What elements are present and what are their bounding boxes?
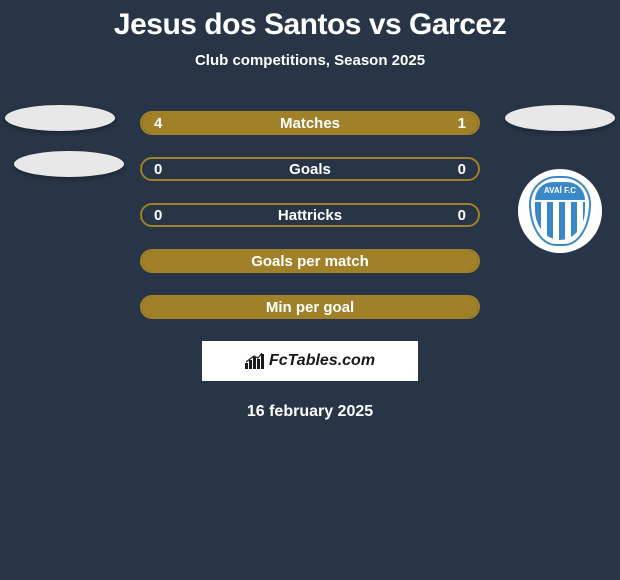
stat-label: Goals xyxy=(142,161,478,178)
stat-bar: 00Hattricks xyxy=(140,203,480,227)
stat-label: Matches xyxy=(142,115,478,132)
stat-row: Goals per match xyxy=(0,249,620,273)
stat-label: Goals per match xyxy=(142,253,478,270)
stat-row: 00Goals xyxy=(0,157,620,181)
stat-bar: Min per goal xyxy=(140,295,480,319)
stat-label: Hattricks xyxy=(142,207,478,224)
watermark: FcTables.com xyxy=(202,341,418,381)
stat-row: Min per goal xyxy=(0,295,620,319)
subtitle: Club competitions, Season 2025 xyxy=(0,52,620,69)
comparison-bars: AVAÍ F.C 41Matches 00Goals 00Hattricks Goal… xyxy=(0,111,620,319)
stat-bar: 41Matches xyxy=(140,111,480,135)
stat-row: 00Hattricks xyxy=(0,203,620,227)
page-title: Jesus dos Santos vs Garcez xyxy=(0,0,620,42)
stat-bar: 00Goals xyxy=(140,157,480,181)
stat-bar: Goals per match xyxy=(140,249,480,273)
stat-label: Min per goal xyxy=(142,299,478,316)
watermark-text: FcTables.com xyxy=(269,352,375,370)
badge-label: AVAÍ F.C xyxy=(535,182,585,200)
stat-row: 41Matches xyxy=(0,111,620,135)
date: 16 february 2025 xyxy=(0,403,620,421)
chart-icon xyxy=(245,353,265,369)
